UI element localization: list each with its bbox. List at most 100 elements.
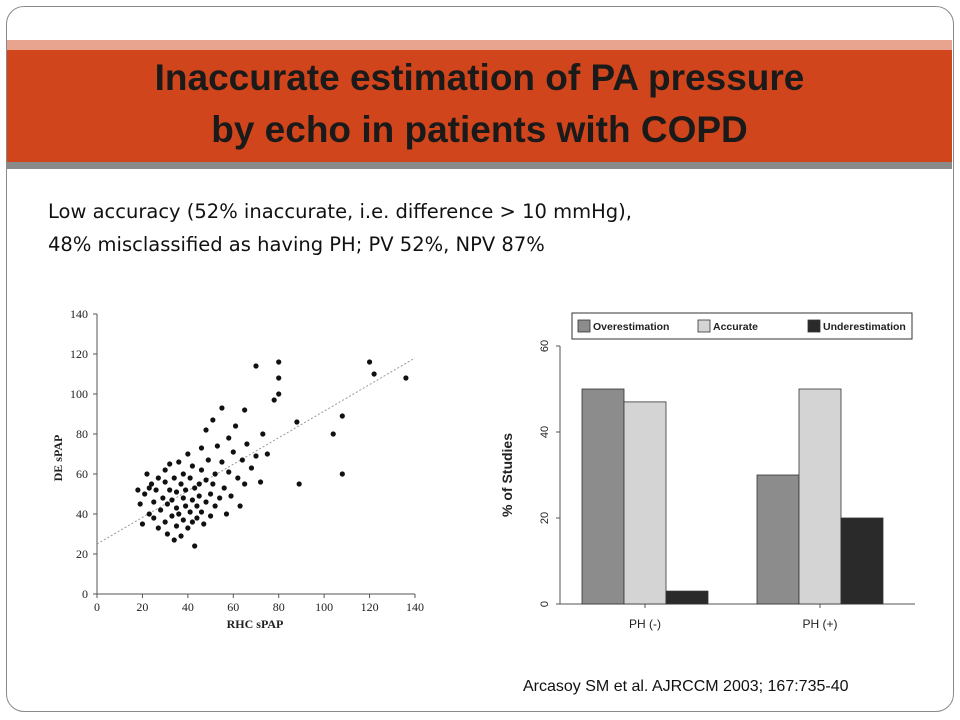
bar-chart-y-tick-label: 0	[539, 601, 551, 607]
scatter-point	[339, 413, 345, 419]
scatter-x-tick-label: 140	[406, 600, 424, 614]
scatter-point	[257, 479, 264, 485]
scatter-point	[237, 503, 243, 509]
bar-chart-bars	[581, 388, 884, 605]
scatter-point	[201, 521, 207, 527]
scatter-point	[239, 457, 245, 463]
scatter-point	[135, 487, 141, 493]
scatter-point	[180, 471, 186, 477]
scatter-point	[189, 519, 195, 525]
scatter-point	[330, 431, 336, 437]
scatter-point	[339, 471, 345, 477]
scatter-trend-line	[96, 357, 416, 545]
scatter-point	[173, 523, 180, 529]
bar-chart-y-tick-label: 20	[539, 512, 551, 524]
scatter-plot: 0 20 40 60 80 100 120 140 0 20 40 60 80 100 120 140 RHC…	[51, 307, 424, 631]
scatter-point	[242, 407, 248, 413]
scatter-point	[176, 459, 182, 465]
scatter-point	[217, 495, 223, 501]
bar-accurate	[623, 401, 667, 605]
scatter-point	[142, 491, 148, 497]
scatter-point	[226, 435, 232, 441]
scatter-point	[164, 531, 171, 537]
scatter-point	[219, 405, 225, 411]
scatter-point	[207, 513, 214, 519]
bar-chart-legend: Overestimation Accurate Underestimation	[571, 312, 913, 340]
summary-line-2: 48% misclassified as having PH; PV 52%, …	[48, 233, 545, 256]
scatter-point	[221, 485, 227, 491]
scatter-point	[155, 525, 161, 531]
scatter-point	[146, 485, 152, 491]
bar-chart-y-tick-label: 60	[539, 340, 551, 352]
scatter-point	[203, 427, 209, 433]
scatter-point	[196, 481, 202, 487]
scatter-point	[230, 449, 236, 455]
scatter-point	[366, 359, 373, 365]
scatter-x-tick-label: 60	[227, 600, 239, 614]
scatter-point	[144, 471, 150, 477]
scatter-point	[214, 443, 220, 449]
legend-swatch	[807, 319, 821, 333]
scatter-point	[294, 419, 300, 425]
scatter-point	[185, 525, 191, 531]
scatter-point	[228, 493, 234, 499]
title-line-2: by echo in patients with COPD	[211, 109, 748, 150]
bar-chart-category-label: PH (+)	[802, 617, 837, 631]
bar-underestimation	[665, 590, 709, 605]
bar-chart-y-tick-label: 40	[539, 426, 551, 438]
scatter-point	[185, 451, 191, 457]
scatter-point	[192, 543, 198, 549]
scatter-point	[176, 511, 182, 517]
scatter-point	[187, 509, 193, 515]
title-band-highlight	[7, 40, 952, 50]
title-band	[7, 50, 952, 162]
scatter-point	[189, 463, 195, 469]
scatter-y-tick-label: 20	[76, 547, 88, 561]
scatter-point	[244, 441, 250, 447]
scatter-point	[264, 451, 270, 457]
scatter-point	[139, 521, 146, 527]
scatter-point	[210, 417, 216, 423]
legend-swatch	[577, 319, 591, 333]
scatter-y-tick-label: 120	[70, 347, 88, 361]
scatter-point	[182, 503, 189, 509]
scatter-point	[148, 481, 155, 487]
scatter-y-tick-label: 80	[76, 427, 88, 441]
scatter-point	[160, 495, 166, 501]
citation: Arcasoy SM et al. AJRCCM 2003; 167:735-4…	[523, 678, 849, 695]
scatter-point	[180, 517, 186, 523]
scatter-point	[198, 445, 205, 451]
scatter-point	[212, 503, 218, 509]
bar-chart: Overestimation Accurate Underestimation 0 2…	[499, 312, 915, 631]
scatter-point	[196, 493, 202, 499]
scatter-point	[232, 423, 239, 429]
scatter-point	[203, 499, 209, 505]
scatter-point	[198, 467, 205, 473]
scatter-y-tick-label: 140	[70, 307, 88, 321]
scatter-point	[212, 471, 218, 477]
scatter-point	[180, 495, 186, 501]
scatter-y-tick-label: 0	[82, 587, 88, 601]
scatter-points	[135, 359, 409, 549]
scatter-point	[158, 507, 164, 513]
scatter-point	[235, 475, 241, 481]
scatter-point	[242, 481, 248, 487]
scatter-point	[271, 397, 277, 403]
bar-underestimation	[840, 517, 884, 605]
title-band-shadow	[7, 162, 952, 169]
bar-chart-category-label: PH (-)	[629, 617, 661, 631]
legend-label: Underestimation	[823, 321, 906, 333]
scatter-point	[171, 537, 177, 543]
scatter-point	[178, 481, 184, 487]
scatter-point	[167, 461, 173, 467]
scatter-point	[194, 503, 200, 509]
bar-overestimation	[581, 388, 625, 605]
scatter-point	[276, 375, 282, 381]
scatter-point	[296, 481, 302, 487]
scatter-point	[178, 533, 184, 539]
slide-title: Inaccurate estimation of PA pressure by …	[7, 52, 952, 156]
scatter-point	[205, 457, 211, 463]
scatter-point	[276, 391, 282, 397]
scatter-point	[189, 497, 195, 503]
scatter-point	[162, 467, 168, 473]
